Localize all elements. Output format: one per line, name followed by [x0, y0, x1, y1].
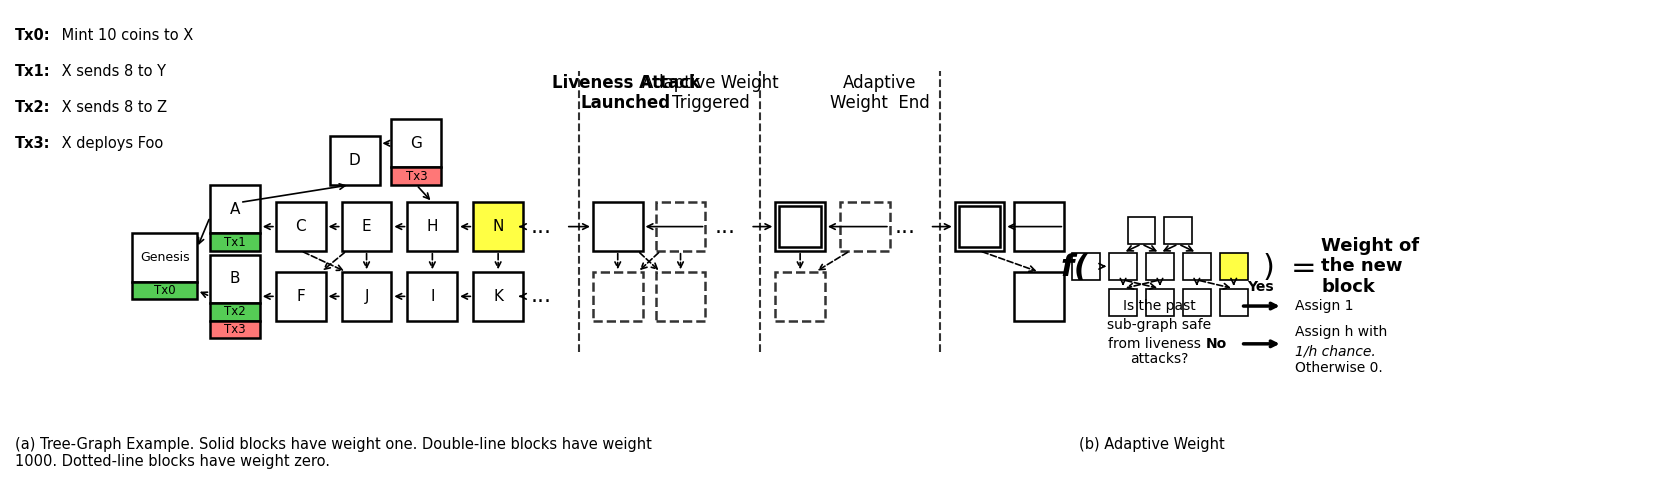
Text: from liveness: from liveness [1107, 337, 1201, 351]
Text: ...: ... [531, 217, 551, 237]
Text: Adaptive Weight
Triggered: Adaptive Weight Triggered [642, 74, 780, 112]
Text: Tx2: Tx2 [223, 305, 245, 318]
Text: Genesis: Genesis [139, 251, 190, 264]
Text: Assign h with: Assign h with [1295, 325, 1388, 339]
Bar [133, 282, 197, 299]
Bar [954, 202, 1005, 251]
Bar [408, 202, 457, 251]
Text: 1/h chance.: 1/h chance. [1295, 344, 1376, 358]
Bar [210, 303, 260, 321]
Text: Tx1:: Tx1: [15, 64, 50, 79]
Text: Assign 1: Assign 1 [1295, 299, 1354, 313]
Text: Weight of
the new
block: Weight of the new block [1322, 237, 1420, 296]
Text: Tx0: Tx0 [155, 284, 175, 297]
Bar [840, 202, 890, 251]
Text: F: F [296, 289, 306, 304]
Bar [1146, 253, 1174, 280]
Bar [593, 272, 643, 321]
Text: B: B [230, 272, 240, 286]
Text: E: E [361, 219, 371, 234]
Bar [210, 185, 260, 233]
Bar [655, 202, 706, 251]
Text: N: N [492, 219, 504, 234]
Text: X sends 8 to Y: X sends 8 to Y [57, 64, 166, 79]
Text: D: D [349, 153, 361, 168]
Bar [391, 119, 442, 167]
Bar [391, 167, 442, 185]
Bar [341, 202, 391, 251]
Text: Tx2:: Tx2: [15, 100, 50, 115]
Text: sub-graph safe: sub-graph safe [1107, 318, 1211, 332]
Bar [341, 272, 391, 321]
Text: K: K [494, 289, 502, 304]
Text: attacks?: attacks? [1129, 352, 1188, 366]
Bar [1109, 253, 1137, 280]
Bar [1183, 253, 1211, 280]
Bar [1015, 272, 1063, 321]
Bar [780, 206, 822, 247]
Text: ...: ... [894, 217, 916, 237]
Bar [276, 272, 326, 321]
Text: No: No [1206, 337, 1228, 351]
Bar [655, 272, 706, 321]
Bar [210, 321, 260, 338]
Bar [474, 272, 522, 321]
Text: A: A [230, 202, 240, 217]
Bar [774, 272, 825, 321]
Text: I: I [430, 289, 435, 304]
Bar [276, 202, 326, 251]
Text: ...: ... [531, 286, 551, 306]
Text: Tx1: Tx1 [223, 236, 245, 249]
Text: Tx0:: Tx0: [15, 28, 50, 43]
Bar [1146, 289, 1174, 316]
Text: (b) Adaptive Weight: (b) Adaptive Weight [1079, 437, 1225, 452]
Text: Yes: Yes [1247, 281, 1273, 294]
Bar [408, 272, 457, 321]
Bar [1164, 217, 1193, 244]
Text: Adaptive
Weight  End: Adaptive Weight End [830, 74, 929, 112]
Text: $)$: $)$ [1262, 251, 1273, 282]
Text: Is the past: Is the past [1122, 299, 1194, 313]
Bar [1072, 253, 1100, 280]
Text: Tx3: Tx3 [223, 323, 245, 336]
Text: Otherwise 0.: Otherwise 0. [1295, 361, 1383, 375]
Bar [1109, 289, 1137, 316]
Bar [959, 206, 1001, 247]
Text: ...: ... [716, 217, 736, 237]
Bar [1220, 289, 1248, 316]
Bar [329, 137, 380, 185]
Bar [133, 233, 197, 282]
Text: C: C [296, 219, 306, 234]
Bar [1220, 253, 1248, 280]
Bar [210, 255, 260, 303]
Bar [1183, 289, 1211, 316]
Text: Liveness Attack
Launched: Liveness Attack Launched [551, 74, 699, 112]
Text: H: H [427, 219, 438, 234]
Bar [1015, 202, 1063, 251]
Bar [1127, 217, 1156, 244]
Text: X sends 8 to Z: X sends 8 to Z [57, 100, 166, 115]
Text: Tx3:: Tx3: [15, 136, 50, 151]
Text: Mint 10 coins to X: Mint 10 coins to X [57, 28, 193, 43]
Text: J: J [365, 289, 370, 304]
Bar [774, 202, 825, 251]
Text: $\bfit{f}($: $\bfit{f}($ [1060, 251, 1089, 282]
Text: G: G [410, 136, 422, 151]
Bar [210, 233, 260, 251]
Bar [593, 202, 643, 251]
Text: Tx3: Tx3 [405, 170, 427, 183]
Text: X deploys Foo: X deploys Foo [57, 136, 163, 151]
Bar [474, 202, 522, 251]
Text: (a) Tree-Graph Example. Solid blocks have weight one. Double-line blocks have we: (a) Tree-Graph Example. Solid blocks hav… [15, 437, 652, 469]
Text: $=$: $=$ [1285, 252, 1315, 281]
